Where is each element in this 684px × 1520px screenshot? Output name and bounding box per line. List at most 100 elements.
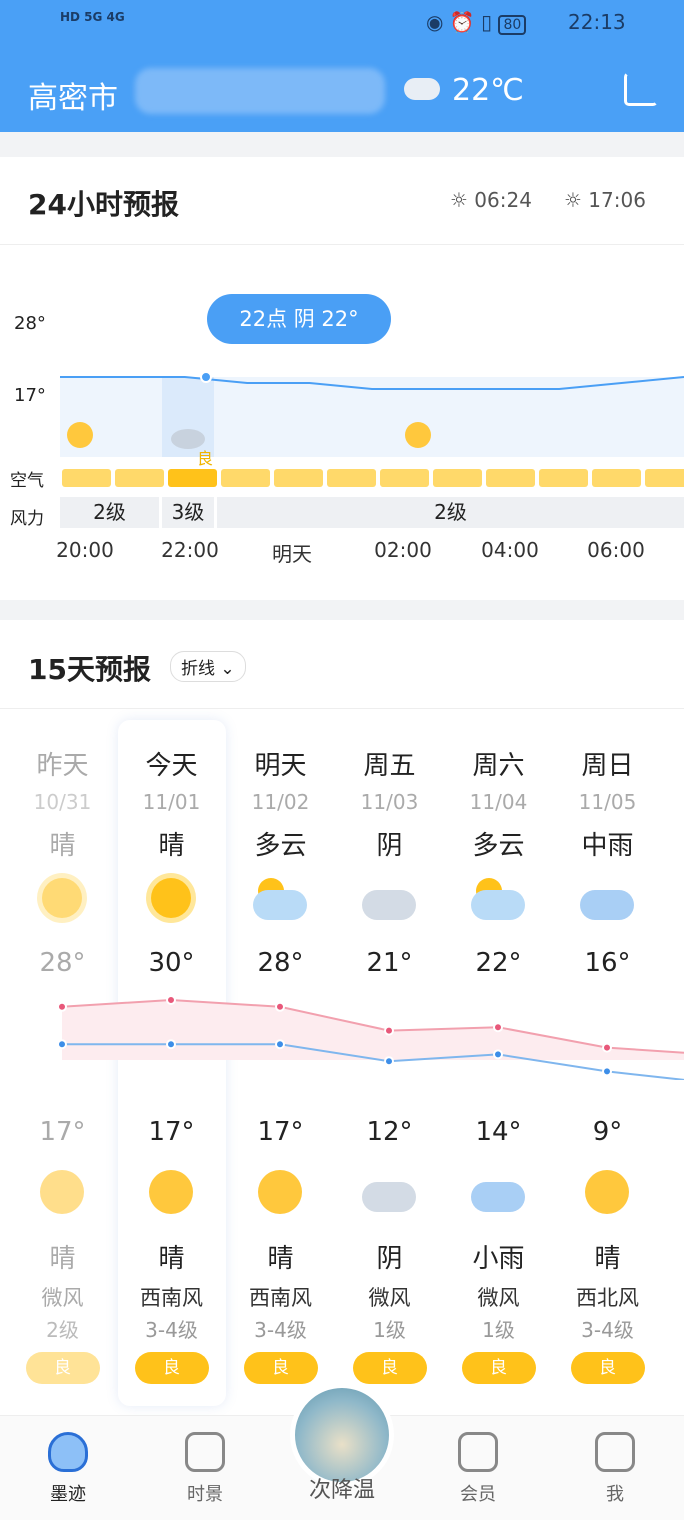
day-weather: 中雨 [581,831,634,861]
aq-badge-wrap: 良 [553,1352,662,1384]
grid-icon[interactable] [458,1432,498,1472]
low-point [57,1039,67,1050]
cloud-icon [404,78,440,100]
low-point [275,1039,285,1050]
aq-bar [380,469,429,487]
time-label: 04:00 [481,538,539,562]
night-weather: 晴 [267,1244,294,1274]
day-date: 11/01 [142,790,201,814]
aq-badge[interactable]: 良 [134,1352,209,1384]
day-name: 周日 [581,751,634,781]
day-weather: 多云 [472,831,525,861]
aq-bar [168,469,217,487]
high-temp: 21° [366,948,413,978]
aq-bar [274,469,323,487]
low-temp: 14° [475,1117,522,1147]
rain-icon [580,890,634,920]
aq-label: 良 [197,449,214,468]
sunrise: ☼ 06:24 [450,188,532,212]
low-temp: 17° [148,1117,195,1147]
night-weather: 晴 [594,1244,621,1274]
day-name: 今天 [145,751,198,781]
time-label: 明天 [272,542,312,566]
day-name: 昨天 [36,751,89,781]
city-name[interactable]: 高密市 [28,81,118,116]
wind-direction: 微风 [368,1286,411,1310]
moon-icon [149,1170,193,1214]
night-weather: 晴 [158,1244,185,1274]
day-weather: 晴 [158,831,185,861]
share-icon[interactable] [624,72,658,106]
day-weather: 阴 [376,831,403,861]
high-point [275,1001,285,1012]
current-point [200,371,212,383]
wind-segment: 3级 [162,497,214,528]
wind-direction: 西南风 [249,1286,312,1310]
hourly-chart [60,371,684,487]
time-label: 02:00 [374,538,432,562]
header: HD 5G 4G ◉ ⏰ ▯ 80 22:13 高密市 22℃ [0,0,684,132]
low-point [384,1056,394,1067]
aq-bar [327,469,376,487]
high-point [602,1042,612,1053]
rocket-icon[interactable] [48,1432,88,1472]
low-temp: 9° [592,1117,623,1147]
time-label: 20:00 [56,538,114,562]
nav-item[interactable]: 我 [606,1484,624,1505]
user-icon[interactable] [595,1432,635,1472]
night-weather: 阴 [376,1244,403,1274]
nav-item[interactable]: 次降温 [308,1478,375,1503]
moon-icon [405,422,431,448]
wind-level: 1级 [482,1318,515,1342]
wind-segment: 2级 [60,497,159,528]
aq-badge[interactable]: 良 [25,1352,100,1384]
high-point [57,1001,67,1012]
nav-item[interactable]: 时景 [187,1484,223,1505]
sky-photo-icon[interactable] [290,1383,394,1487]
wind-row-label: 风力 [10,509,44,529]
day-date: 11/05 [578,790,637,814]
wind-level: 2级 [46,1318,79,1342]
hour-tooltip: 22点 阴 22° [207,294,391,344]
status-icons: ◉ ⏰ ▯ 80 [426,10,527,35]
day-weather: 晴 [49,831,76,861]
high-point [166,995,176,1005]
time-label: 22:00 [161,538,219,562]
low-temp: 17° [39,1117,86,1147]
aq-badge[interactable]: 良 [461,1352,536,1384]
aq-badge[interactable]: 良 [352,1352,427,1384]
day-weather: 多云 [254,831,307,861]
sunset-time: 17:06 [588,188,646,212]
mode-label: 折线 [181,659,215,679]
day-name: 周五 [363,751,416,781]
battery-icon: 80 [498,15,527,35]
low-temp: 12° [366,1117,413,1147]
aq-bar [592,469,641,487]
wind-direction: 西北风 [576,1286,639,1310]
sunrise-icon: ☼ [450,188,475,212]
low-point [493,1049,503,1060]
aq-badge[interactable]: 良 [243,1352,318,1384]
low-point [166,1039,176,1050]
image-icon[interactable] [185,1432,225,1472]
nav-item[interactable]: 会员 [460,1484,496,1505]
wind-direction: 微风 [477,1286,520,1310]
nav-item[interactable]: 墨迹 [50,1484,86,1505]
chevron-down-icon: ⌄ [220,659,235,679]
divider [0,244,684,245]
low-point [602,1066,612,1077]
high-area [62,1000,684,1060]
aq-badge[interactable]: 良 [570,1352,645,1384]
aq-badge-wrap: 良 [226,1352,335,1384]
chart-mode-dropdown[interactable]: 折线 ⌄ [170,651,246,682]
time-label: 06:00 [587,538,645,562]
y-tick: 17° [14,385,46,406]
wind-direction: 微风 [41,1286,84,1310]
wind-level: 3-4级 [145,1318,198,1342]
wind-segment: 2级 [217,497,684,528]
daily-title: 15天预报 [28,653,151,686]
divider [0,708,684,709]
high-temp: 30° [148,948,195,978]
day-date: 11/03 [360,790,419,814]
day-name: 明天 [254,751,307,781]
